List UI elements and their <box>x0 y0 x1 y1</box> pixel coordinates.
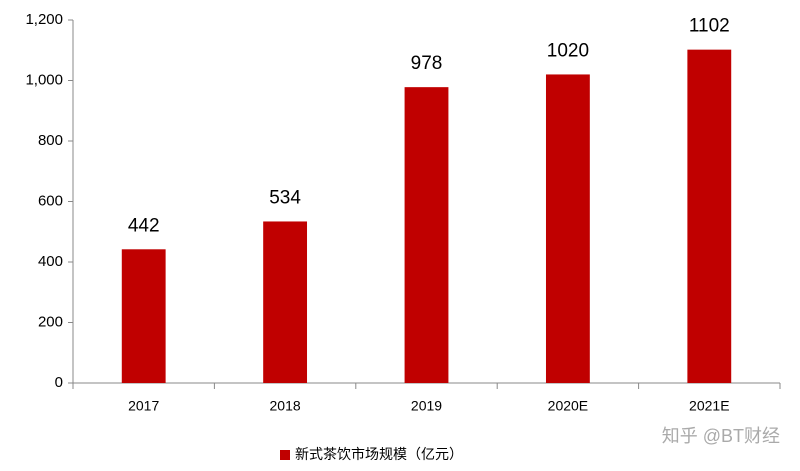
y-tick-label: 1,000 <box>25 71 63 88</box>
y-tick-label: 200 <box>38 313 63 330</box>
x-tick-label: 2020E <box>548 398 588 414</box>
bar <box>263 221 308 383</box>
legend-swatch <box>280 450 290 460</box>
data-label: 1102 <box>689 16 730 37</box>
bar <box>687 49 732 384</box>
x-tick-label: 2021E <box>689 398 729 414</box>
data-label: 1020 <box>547 40 589 61</box>
x-tick-label: 2019 <box>411 398 442 414</box>
x-tick-label: 2017 <box>128 398 159 414</box>
y-tick-label: 400 <box>38 253 63 270</box>
watermark: 知乎 @BT财经 <box>662 426 780 446</box>
bar <box>121 249 166 383</box>
y-tick-label: 1,200 <box>25 11 63 28</box>
data-label: 442 <box>128 215 160 236</box>
y-tick-label: 600 <box>38 192 63 209</box>
data-label: 978 <box>411 53 443 74</box>
y-tick-label: 800 <box>38 132 63 149</box>
data-label: 534 <box>269 187 301 208</box>
x-tick-label: 2018 <box>270 398 301 414</box>
legend-label: 新式茶饮市场规模（亿元） <box>295 446 463 463</box>
y-tick-label: 0 <box>55 374 63 391</box>
bar <box>545 74 590 383</box>
bar <box>404 87 449 383</box>
